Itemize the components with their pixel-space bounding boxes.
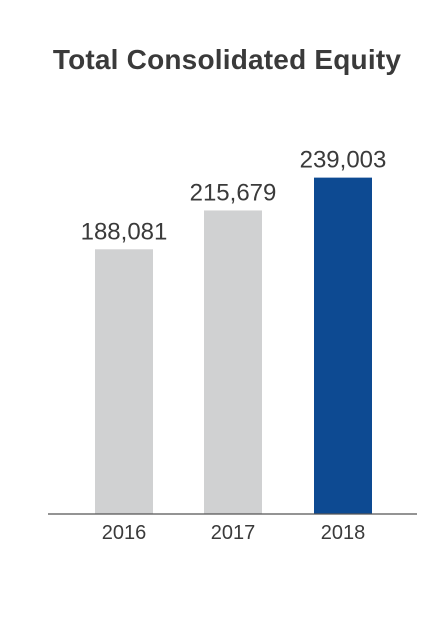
data-label-2016: 188,081 (81, 218, 168, 245)
bar-2017 (204, 210, 262, 514)
data-label-2017: 215,679 (190, 179, 277, 206)
x-tick-label-2017: 2017 (211, 522, 256, 544)
x-tick-label-2018: 2018 (321, 522, 366, 544)
x-tick-label-2016: 2016 (102, 522, 147, 544)
data-label-2018: 239,003 (300, 147, 387, 174)
chart-title: Total Consolidated Equity (52, 44, 402, 75)
bar-2016 (95, 249, 153, 515)
bar-2018 (314, 177, 372, 514)
